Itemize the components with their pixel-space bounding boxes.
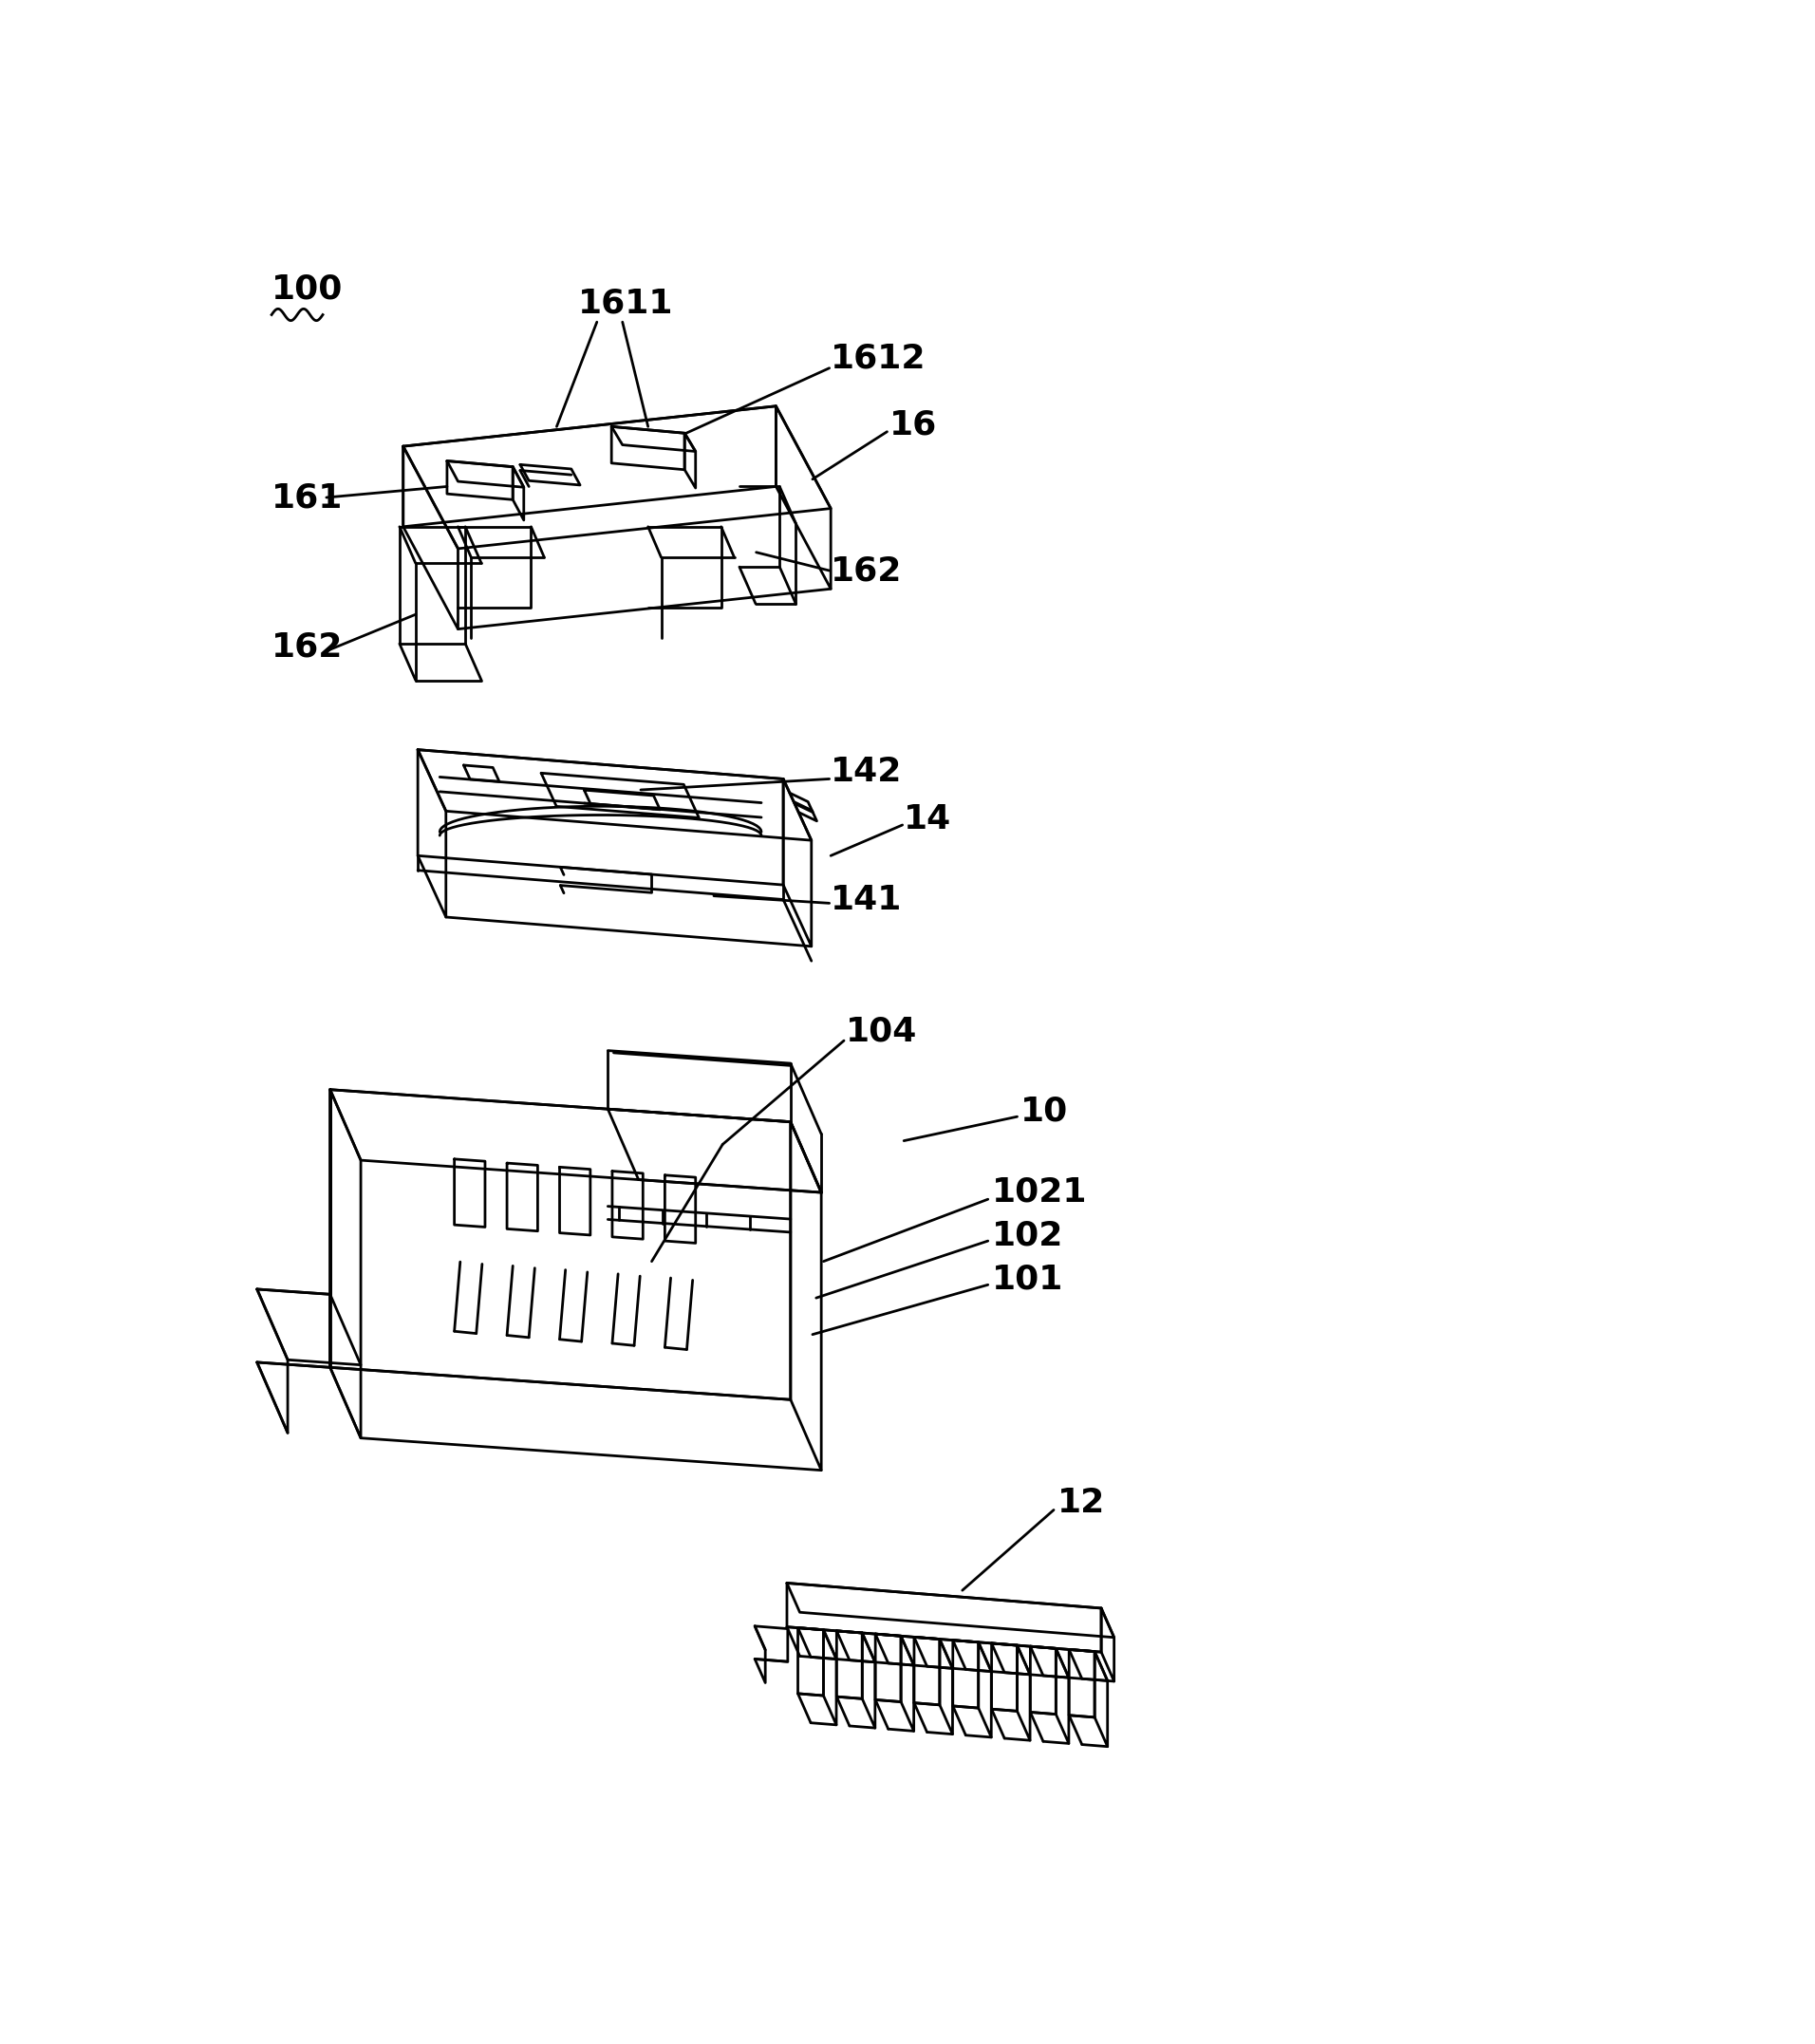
Text: 161: 161 xyxy=(272,480,343,513)
Text: 14: 14 xyxy=(904,803,951,836)
Text: 10: 10 xyxy=(1020,1096,1069,1128)
Text: 101: 101 xyxy=(991,1263,1064,1296)
Text: 12: 12 xyxy=(1058,1486,1105,1519)
Text: 102: 102 xyxy=(991,1220,1064,1251)
Text: 1612: 1612 xyxy=(831,343,926,374)
Text: 141: 141 xyxy=(831,883,902,916)
Text: 1611: 1611 xyxy=(579,288,673,321)
Text: 1021: 1021 xyxy=(991,1175,1087,1208)
Text: 104: 104 xyxy=(846,1016,917,1047)
Text: 16: 16 xyxy=(889,409,937,442)
Text: 162: 162 xyxy=(272,632,343,664)
Text: 162: 162 xyxy=(831,554,902,587)
Text: 100: 100 xyxy=(272,274,343,305)
Text: 142: 142 xyxy=(831,756,902,787)
